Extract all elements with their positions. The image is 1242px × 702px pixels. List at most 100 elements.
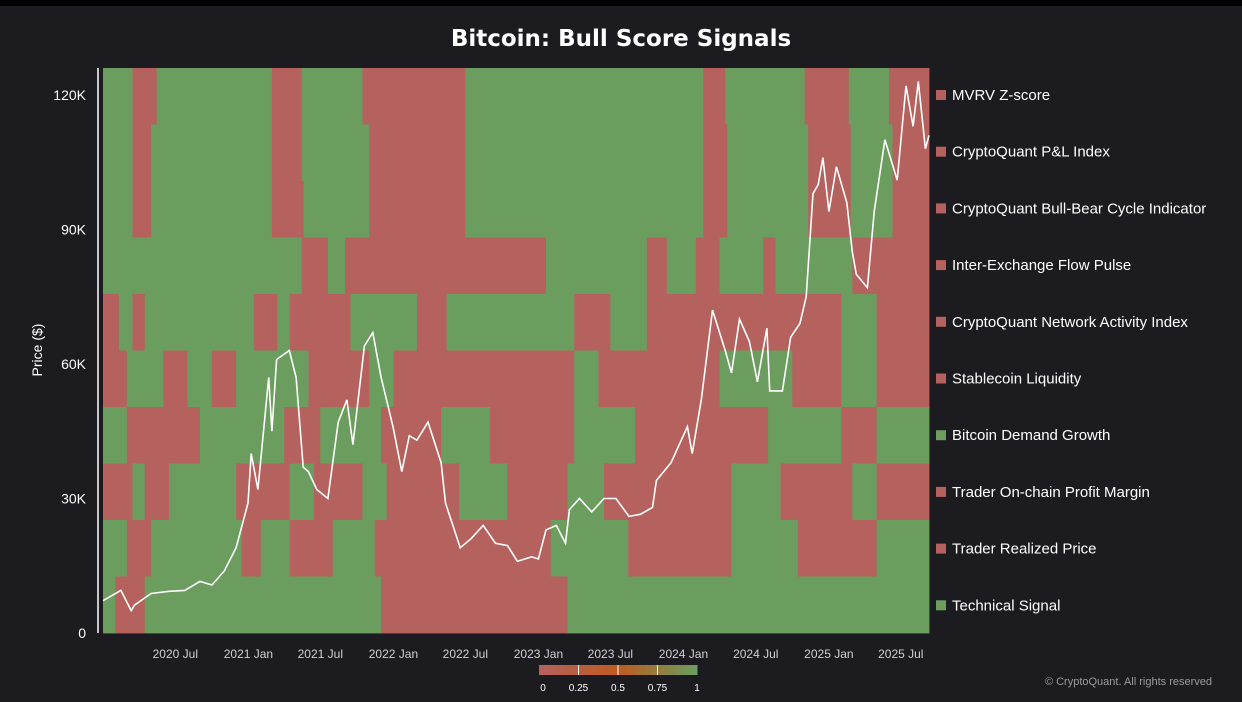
signal-band-segment: [727, 181, 809, 238]
y-tick-label: 120K: [53, 87, 86, 103]
color-scale-step: [542, 665, 548, 675]
signal-band-segment: [725, 68, 806, 125]
color-scale-step: [602, 665, 607, 675]
signal-band-segment: [852, 237, 930, 295]
signal-band-segment: [369, 181, 466, 238]
signal-band-segment: [888, 68, 930, 125]
signal-band-segment: [604, 463, 732, 521]
signal-band-segment: [103, 294, 120, 351]
color-scale-step: [673, 665, 678, 675]
x-tick-label: 2024 Jan: [659, 647, 708, 661]
signal-band-segment: [441, 407, 491, 464]
color-scale-label: 0: [540, 683, 546, 694]
x-tick-label: 2021 Jan: [224, 647, 273, 661]
signal-band-segment: [253, 294, 278, 351]
signal-band-segment: [151, 124, 273, 182]
color-scale-step: [554, 665, 560, 675]
color-scale-step: [618, 665, 623, 675]
signal-band-segment: [703, 68, 726, 125]
signal-band-segment: [126, 350, 164, 408]
top-border: [0, 0, 1242, 6]
color-scale-step: [693, 665, 698, 675]
y-tick-label: 90K: [61, 221, 87, 237]
color-scale-step: [633, 665, 639, 675]
signal-band-segment: [841, 294, 877, 351]
signal-band-segment: [132, 68, 158, 125]
signal-band-segment: [303, 181, 370, 238]
copyright-credit: © CryptoQuant. All rights reserved: [1044, 676, 1212, 688]
signal-band-segment: [103, 350, 128, 408]
color-scale-step: [570, 665, 576, 675]
signal-band-segment: [727, 124, 809, 182]
signal-band-segment: [780, 463, 853, 521]
signal-band-segment: [103, 463, 133, 521]
signal-band-segment: [144, 294, 255, 351]
signal-band-segment: [115, 576, 146, 634]
axes: 120K 90K 60K 30K 0 2020 Jul 2021 Jan 2021 Jul 20…: [29, 68, 923, 661]
color-scale-step: [625, 665, 631, 675]
signal-band-segment: [574, 407, 636, 464]
signal-band-segment: [126, 407, 201, 464]
color-scale-step: [610, 665, 615, 675]
color-scale-step: [665, 665, 670, 675]
signal-band-segment: [841, 407, 877, 464]
signal-band-segment: [458, 463, 508, 521]
signal-band-segment: [163, 350, 189, 408]
signal-band-segment: [393, 350, 575, 408]
signal-bands: [103, 68, 930, 634]
signal-band-segment: [381, 576, 568, 634]
y-tick-label: 30K: [61, 490, 87, 506]
signal-band-segment: [808, 124, 852, 182]
color-scale-step: [562, 665, 568, 675]
signal-band-segment: [199, 407, 285, 464]
signal-band-segment: [507, 463, 568, 521]
x-tick-label: 2024 Jul: [733, 647, 778, 661]
color-scale-step: [566, 665, 572, 675]
legend-swatch: [936, 600, 946, 611]
signal-band-segment: [187, 350, 213, 408]
signal-band-segment: [610, 294, 648, 351]
color-scale-step: [558, 665, 564, 675]
signal-band-segment: [103, 520, 128, 577]
signal-band-segment: [118, 294, 133, 351]
signal-band-segment: [703, 124, 728, 182]
signal-band-segment: [446, 294, 575, 351]
signal-band-segment: [271, 124, 303, 182]
legend-label: Stablecoin Liquidity: [952, 371, 1082, 388]
signal-band-segment: [132, 294, 146, 351]
x-tick-label: 2022 Jul: [443, 647, 488, 661]
color-scale-step: [550, 665, 556, 675]
legend-swatch: [936, 373, 946, 384]
signal-band-segment: [301, 68, 363, 125]
signal-band-segment: [804, 68, 850, 125]
signal-band-segment: [567, 576, 930, 634]
signal-band-segment: [703, 181, 728, 238]
legend-label: MVRV Z-score: [952, 87, 1050, 104]
signal-band-segment: [634, 407, 769, 464]
legend-swatch: [936, 146, 946, 157]
legend-label: CryptoQuant Network Activity Index: [952, 314, 1188, 331]
signal-band-segment: [567, 463, 605, 521]
signal-band-segment: [550, 520, 629, 577]
signal-band-segment: [362, 68, 382, 125]
signal-band-segment: [211, 350, 237, 408]
color-scale-bar: 0 0.25 0.5 0.75 1: [539, 665, 700, 694]
signal-band-segment: [719, 237, 764, 295]
signal-band-segment: [168, 463, 237, 521]
legend-swatch: [936, 486, 946, 497]
signal-band-segment: [156, 68, 273, 125]
signal-band-segment: [327, 237, 346, 295]
signal-band-segment: [763, 237, 777, 295]
legend-swatch: [936, 203, 946, 214]
signal-band-segment: [850, 181, 893, 238]
signal-band-segment: [301, 124, 370, 182]
color-scale-step: [539, 665, 544, 675]
signal-band-segment: [876, 407, 930, 464]
signal-band-segment: [598, 350, 721, 408]
legend-label: CryptoQuant Bull-Bear Cycle Indicator: [952, 200, 1206, 217]
signal-band-segment: [489, 407, 575, 464]
signal-band-segment: [768, 407, 842, 464]
legend-swatch: [936, 316, 946, 327]
price-line: [102, 81, 930, 613]
